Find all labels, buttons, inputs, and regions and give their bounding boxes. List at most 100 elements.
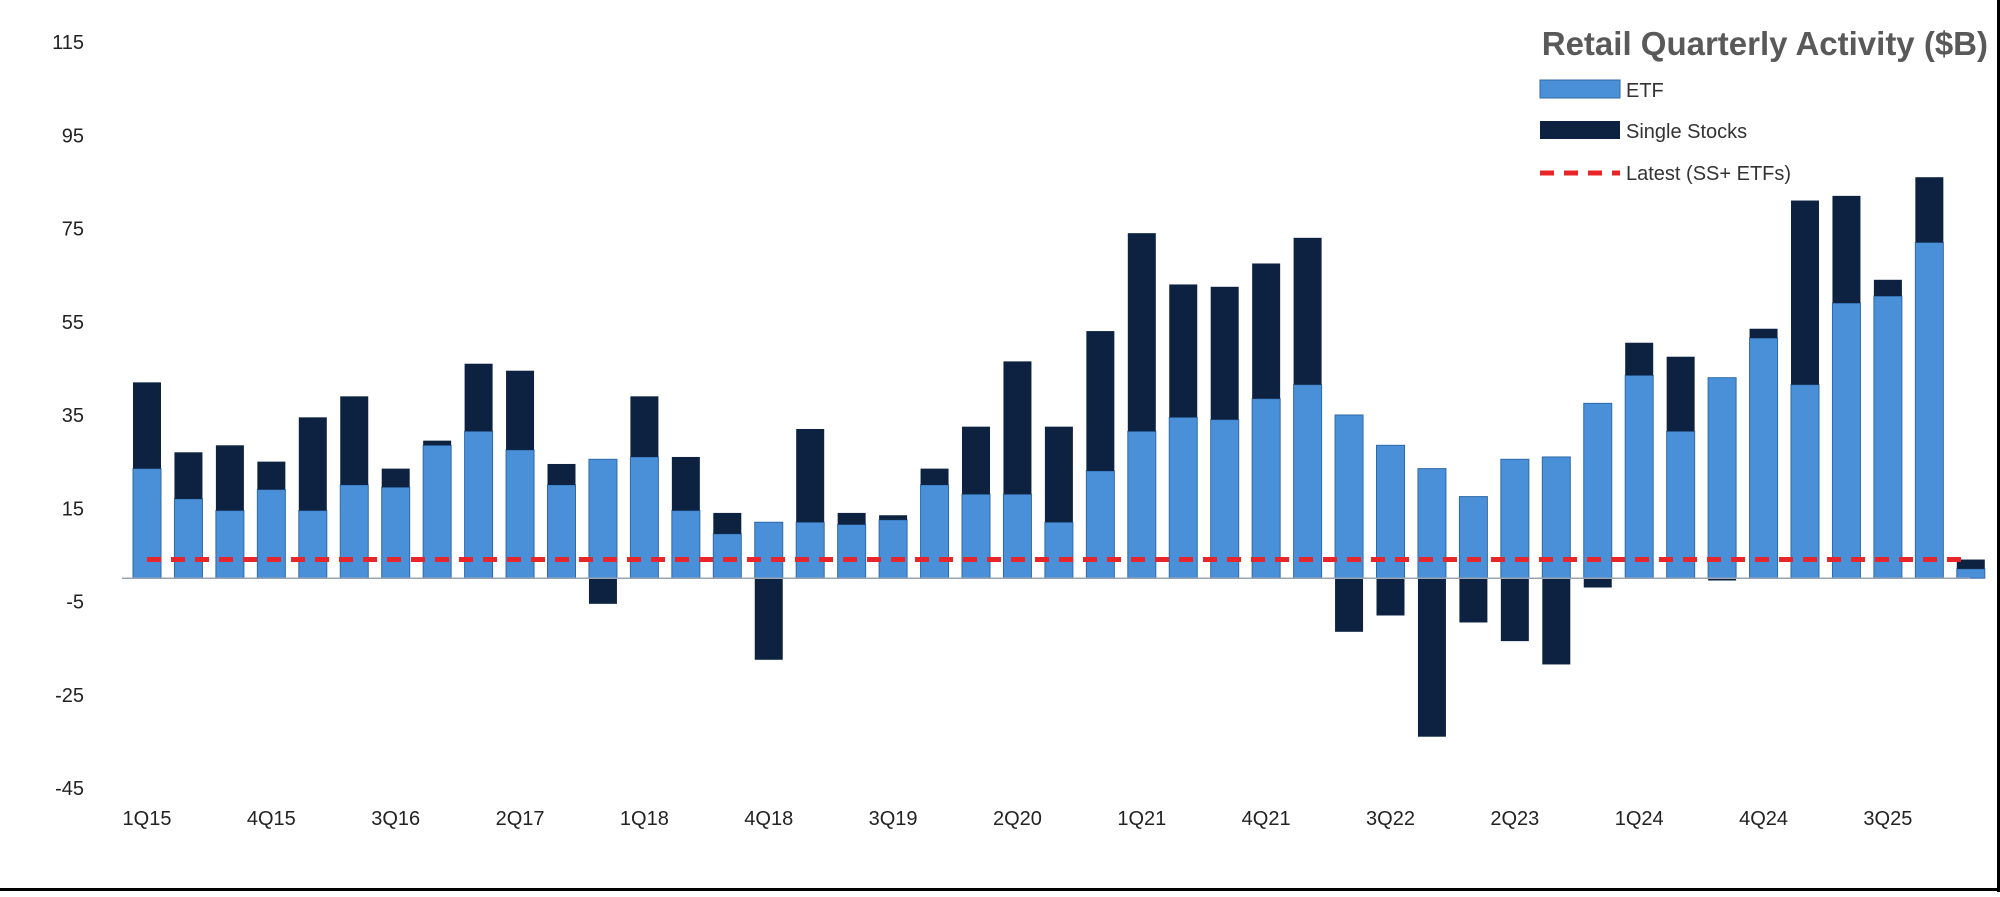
bar-single-stocks-4Q23 [1583,578,1612,588]
bar-etf-4Q21 [1251,398,1281,579]
bar-single-stocks-4Q20 [1086,331,1115,471]
bar-single-stocks-3Q15 [215,445,244,511]
bar-etf-3Q21 [1210,419,1240,579]
bar-etf-3Q16 [381,486,411,579]
x-tick-label: 4Q18 [744,808,793,830]
bar-etf-1Q23 [1458,496,1488,579]
bar-etf-3Q17 [547,484,576,579]
bar-etf-3Q19 [878,519,908,579]
bar-etf-4Q16 [422,444,452,579]
bar-single-stocks-2Q20 [1003,361,1032,495]
bar-etf-2Q24 [1666,430,1696,579]
legend-label-latest: Latest (SS+ ETFs) [1626,163,1791,185]
x-tick-label: 2Q23 [1490,808,1539,830]
x-tick-label: 2Q20 [993,808,1042,830]
chart-title: Retail Quarterly Activity ($B) [1542,25,1988,62]
bar-etf-1Q19 [795,521,825,579]
x-tick-label: 1Q15 [123,808,172,830]
bar-single-stocks-2Q16 [340,396,369,485]
bar-single-stocks-3Q16 [381,468,410,488]
bar-single-stocks-2Q22 [1335,578,1364,632]
bar-etf-1Q21 [1127,430,1157,579]
bar-etf-1Q17 [464,430,494,579]
bar-etf-2Q16 [339,484,369,579]
y-tick-label: 35 [62,405,84,427]
bar-single-stocks-1Q17 [464,363,493,432]
y-tick-label: -45 [55,778,84,800]
bar-single-stocks-3Q24 [1708,578,1737,581]
bar-etf-4Q19 [920,484,950,579]
legend-swatch-etf [1539,79,1621,99]
x-tick-label: 1Q24 [1615,808,1664,830]
bar-etf-4Q23 [1583,402,1613,579]
x-tick-label: 1Q18 [620,808,669,830]
bar-etf-1Q16 [298,510,328,579]
x-tick-label: 4Q21 [1242,808,1291,830]
bar-single-stocks-2Q19 [837,512,866,525]
bar-single-stocks-3Q25 [1873,279,1902,297]
bar-single-stocks-1Q23 [1459,578,1488,623]
bar-single-stocks-1Q21 [1127,233,1156,432]
bar-etf-2Q19 [837,524,867,579]
bar-single-stocks-1Q25 [1791,200,1819,385]
bar-etf-2Q22 [1334,414,1364,579]
bar-single-stocks-4Q22 [1417,578,1446,737]
bar-single-stocks-4Q24 [1749,328,1778,339]
y-tick-label: 55 [62,312,84,334]
bar-etf-2Q21 [1168,416,1198,579]
x-tick-label: 3Q25 [1863,808,1912,830]
bar-single-stocks-3Q17 [547,463,576,485]
bottom-border [0,888,2000,891]
bar-etf-3Q15 [215,510,245,579]
bar-single-stocks-3Q22 [1376,578,1405,616]
bar-single-stocks-1Q20 [962,426,990,495]
bar-single-stocks-2Q15 [174,452,203,499]
bar-single-stocks-4Q17 [588,578,617,604]
y-tick-label: 115 [52,32,84,54]
bar-etf-3Q25 [1873,295,1903,579]
x-tick-label: 4Q24 [1739,808,1788,830]
bar-etf-2Q20 [1002,493,1032,579]
x-tick-label: 3Q22 [1366,808,1415,830]
legend-label-etf: ETF [1626,80,1664,102]
bar-etf-3Q20 [1044,521,1074,579]
bars-layer [132,177,1986,737]
right-border [1997,0,2000,892]
bar-etf-4Q18 [754,521,784,579]
bar-single-stocks-2Q25 [1832,195,1861,304]
bar-etf-1Q25 [1790,384,1820,579]
bar-single-stocks-2Q18 [671,456,700,511]
bar-single-stocks-4Q18 [754,578,783,660]
bar-single-stocks-1Q15 [133,382,161,469]
bar-etf-4Q20 [1085,470,1115,579]
bar-single-stocks-2Q17 [506,370,535,450]
bar-single-stocks-2Q21 [1169,284,1198,418]
y-axis-ticks: 115 95 75 55 35 15 -5 -25 -45 [52,32,84,800]
bar-single-stocks-1Q24 [1625,342,1654,376]
bar-single-stocks-4Q25 [1915,177,1944,243]
bar-single-stocks-3Q19 [879,515,908,520]
bar-single-stocks-3Q20 [1044,426,1073,523]
bar-etf-4Q24 [1749,337,1779,579]
bar-single-stocks-3Q23 [1542,578,1571,665]
bar-etf-3Q22 [1376,444,1405,579]
y-tick-label: 75 [62,219,84,241]
bar-single-stocks-1Q22 [1293,237,1322,385]
x-tick-label: 3Q16 [371,808,420,830]
bar-single-stocks-4Q21 [1252,263,1281,399]
bar-etf-1Q26 [1956,568,1986,579]
bar-etf-3Q18 [712,533,742,579]
bar-single-stocks-4Q19 [920,468,949,485]
bar-etf-3Q24 [1707,377,1737,579]
y-tick-label: -5 [66,592,84,614]
bar-single-stocks-2Q23 [1500,578,1529,642]
x-axis-ticks: 1Q15 4Q15 3Q16 2Q17 1Q18 4Q18 3Q19 2Q20 1Q21 4Q21… [123,808,1913,830]
x-tick-label: 1Q21 [1117,808,1166,830]
bar-single-stocks-2Q24 [1666,356,1695,432]
legend: ETF Single Stocks Latest (SS+ ETFs) [1539,79,1791,185]
bar-etf-1Q20 [961,493,991,579]
bar-single-stocks-3Q18 [713,512,742,534]
x-tick-label: 3Q19 [869,808,918,830]
